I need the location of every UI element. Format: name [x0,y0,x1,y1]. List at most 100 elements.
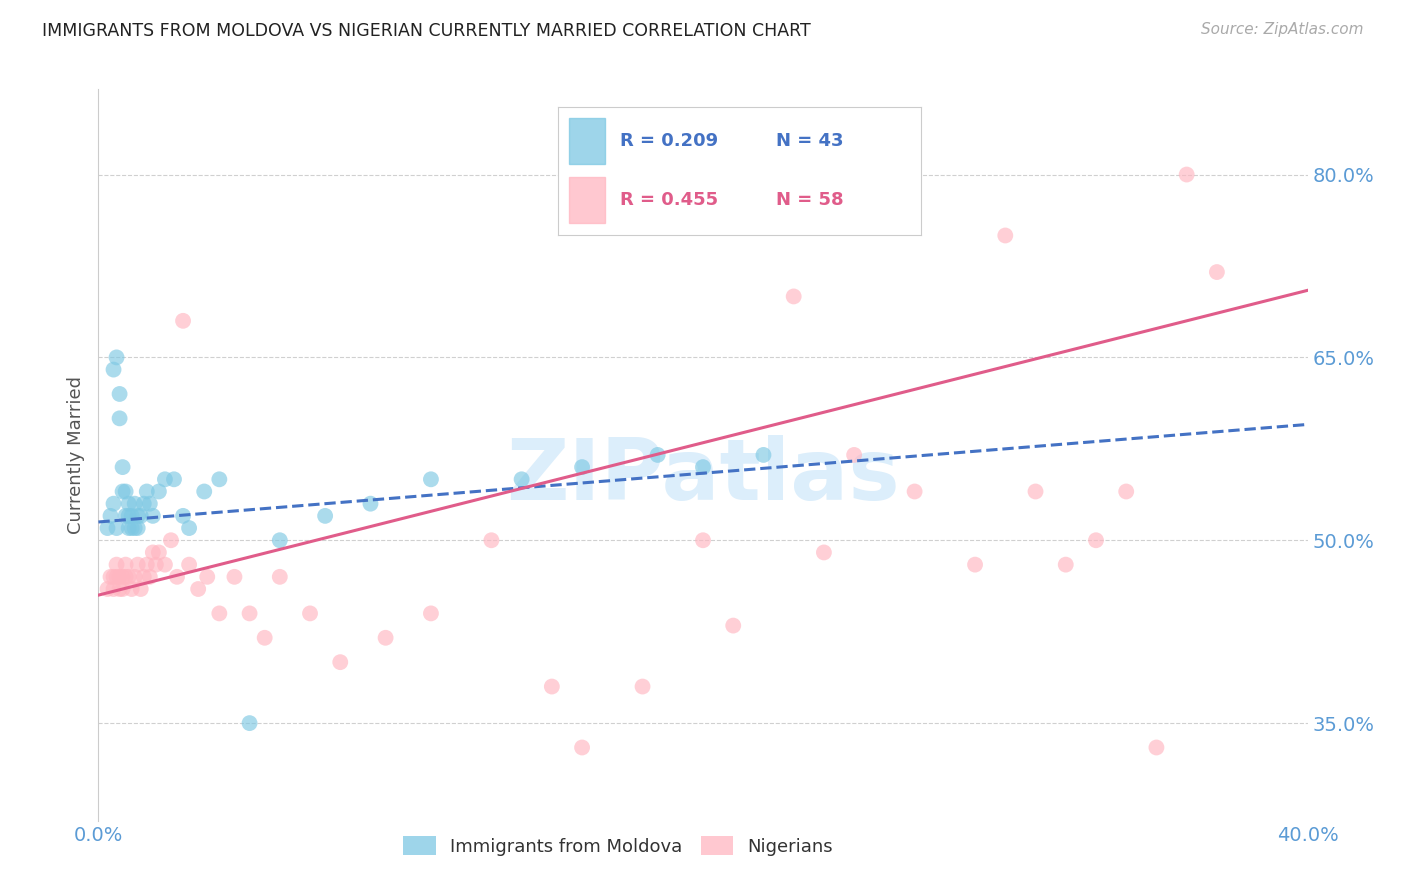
Text: ZIPatlas: ZIPatlas [506,435,900,518]
Point [844,448,866,462]
Point [103,570,125,584]
Point [114,558,136,572]
Point [172,314,194,328]
Point [127,558,149,572]
Point [108,582,131,596]
Point [1144,740,1167,755]
Point [105,351,128,365]
Legend: Immigrants from Moldova, Nigerians: Immigrants from Moldova, Nigerians [396,829,841,863]
Point [208,472,231,486]
Point [631,680,654,694]
Point [103,497,125,511]
Point [142,545,165,559]
Point [121,508,143,523]
Point [105,558,128,572]
Point [108,411,131,425]
Point [1085,533,1108,548]
Point [179,558,201,572]
Point [360,497,382,511]
Point [420,472,443,486]
Point [103,582,125,596]
Point [172,508,194,523]
Point [153,558,176,572]
Point [124,497,146,511]
Point [208,607,231,621]
Point [540,680,562,694]
Point [153,472,176,486]
Point [118,570,141,584]
Point [813,545,835,559]
Point [127,508,149,523]
Point [139,497,162,511]
Point [145,558,167,572]
Point [239,607,262,621]
Point [124,521,146,535]
Point [111,484,134,499]
Point [163,472,186,486]
Point [96,582,118,596]
Text: IMMIGRANTS FROM MOLDOVA VS NIGERIAN CURRENTLY MARRIED CORRELATION CHART: IMMIGRANTS FROM MOLDOVA VS NIGERIAN CURR… [42,22,811,40]
Point [1175,168,1198,182]
Point [195,570,218,584]
Point [166,570,188,584]
Point [752,448,775,462]
Point [127,521,149,535]
Y-axis label: Currently Married: Currently Married [66,376,84,534]
Point [1206,265,1229,279]
Point [994,228,1017,243]
Point [124,570,146,584]
Point [129,582,152,596]
Point [160,533,183,548]
Point [100,570,122,584]
Point [114,508,136,523]
Point [148,484,170,499]
Point [571,740,593,755]
Point [135,558,157,572]
Point [269,533,291,548]
Point [329,655,352,669]
Point [420,607,443,621]
Point [118,508,141,523]
Point [647,448,669,462]
Point [239,716,262,731]
Point [374,631,396,645]
Point [139,570,162,584]
Point [108,387,131,401]
Point [100,508,122,523]
Point [96,521,118,535]
Point [299,607,322,621]
Point [114,484,136,499]
Point [121,521,143,535]
Point [111,460,134,475]
Point [111,570,134,584]
Point [723,618,745,632]
Point [132,497,155,511]
Point [1115,484,1137,499]
Point [253,631,276,645]
Point [187,582,209,596]
Point [118,521,141,535]
Point [904,484,927,499]
Point [692,460,714,475]
Point [105,521,128,535]
Point [103,362,125,376]
Point [510,472,533,486]
Point [132,570,155,584]
Text: Source: ZipAtlas.com: Source: ZipAtlas.com [1201,22,1364,37]
Point [108,570,131,584]
Point [314,508,336,523]
Point [114,570,136,584]
Point [142,508,165,523]
Point [224,570,246,584]
Point [1054,558,1077,572]
Point [692,533,714,548]
Point [148,545,170,559]
Point [481,533,503,548]
Point [179,521,201,535]
Point [111,582,134,596]
Point [105,570,128,584]
Point [121,582,143,596]
Point [129,508,152,523]
Point [118,497,141,511]
Point [1024,484,1046,499]
